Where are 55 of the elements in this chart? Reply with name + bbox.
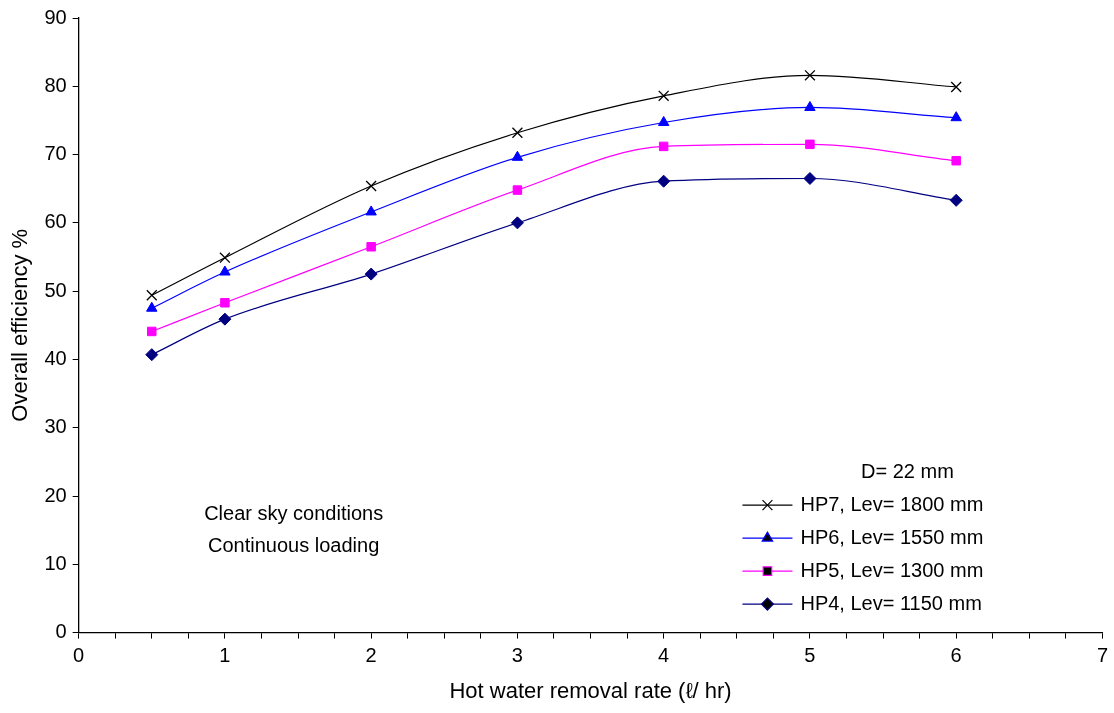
y-tick-label: 70 bbox=[44, 142, 67, 165]
legend-label: HP5, Lev= 1300 mm bbox=[800, 558, 984, 581]
legend-label: HP7, Lev= 1800 mm bbox=[800, 492, 984, 515]
point bbox=[951, 155, 961, 166]
x-tick-label: 0 bbox=[73, 644, 85, 667]
legend-title: D= 22 mm bbox=[861, 459, 954, 482]
x-tick-label: 1 bbox=[219, 644, 231, 667]
y-tick-label: 30 bbox=[44, 415, 67, 438]
point bbox=[146, 301, 158, 312]
point bbox=[365, 205, 377, 216]
point bbox=[365, 180, 377, 192]
y-tick-label: 90 bbox=[44, 5, 67, 28]
x-tick-label: 6 bbox=[950, 644, 962, 667]
y-tick-label: 0 bbox=[55, 620, 67, 643]
legend-label: HP4, Lev= 1150 mm bbox=[800, 591, 982, 614]
y-tick-label: 40 bbox=[44, 346, 67, 369]
point bbox=[220, 298, 230, 308]
y-tick-label: 20 bbox=[44, 483, 67, 506]
point bbox=[805, 139, 815, 150]
point bbox=[950, 111, 962, 122]
point bbox=[219, 265, 231, 276]
point bbox=[512, 185, 523, 195]
point bbox=[219, 252, 231, 264]
point bbox=[804, 69, 816, 81]
point bbox=[949, 193, 963, 207]
x-tick-label: 4 bbox=[658, 644, 670, 667]
point bbox=[511, 127, 524, 139]
y-tick-label: 60 bbox=[44, 210, 67, 233]
point bbox=[657, 174, 671, 188]
x-axis-title: Hot water removal rate (ℓ/ hr) bbox=[449, 677, 732, 703]
point bbox=[511, 150, 524, 161]
x-tick-label: 5 bbox=[804, 644, 816, 667]
legend-label: HP6, Lev= 1550 mm bbox=[800, 525, 984, 548]
x-tick-label: 3 bbox=[511, 644, 523, 667]
point bbox=[146, 289, 158, 301]
point bbox=[218, 312, 232, 326]
annotation: Continuous loading bbox=[208, 534, 380, 557]
point bbox=[147, 326, 157, 337]
point bbox=[658, 141, 669, 152]
point bbox=[950, 81, 962, 93]
y-tick-label: 80 bbox=[44, 73, 67, 96]
x-tick-label: 2 bbox=[365, 644, 377, 667]
y-tick-label: 10 bbox=[44, 551, 67, 574]
point bbox=[364, 267, 378, 281]
point bbox=[657, 115, 670, 126]
point bbox=[510, 216, 524, 230]
y-axis-title: Overall efficiency % bbox=[7, 228, 33, 422]
point bbox=[804, 100, 816, 111]
x-tick-label: 7 bbox=[1096, 644, 1108, 667]
annotation: Clear sky conditions bbox=[204, 502, 384, 525]
y-tick-label: 50 bbox=[44, 278, 67, 301]
point bbox=[145, 348, 159, 362]
point bbox=[803, 171, 817, 185]
point bbox=[658, 90, 670, 102]
point bbox=[366, 242, 376, 252]
